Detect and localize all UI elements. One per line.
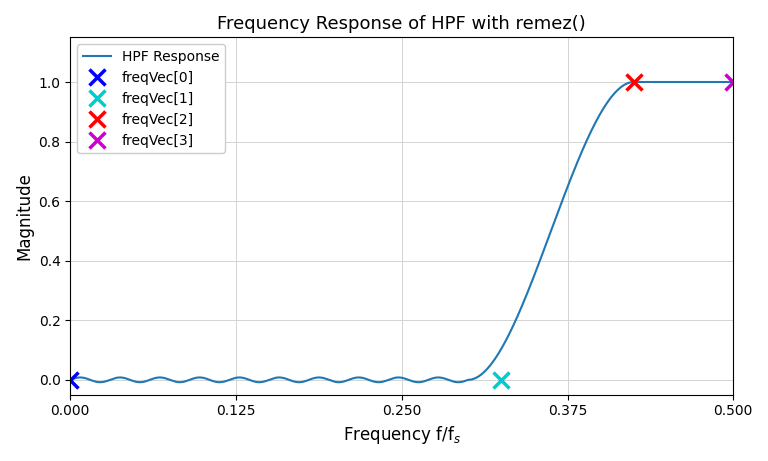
- HPF Response: [342, 378, 351, 384]
- Y-axis label: Magnitude: Magnitude: [15, 172, 33, 260]
- Legend: HPF Response, freqVec[0], freqVec[1], freqVec[2], freqVec[3]: HPF Response, freqVec[0], freqVec[1], fr…: [78, 44, 225, 153]
- HPF Response: [729, 79, 738, 85]
- HPF Response: [629, 79, 638, 85]
- HPF Response: [265, 377, 274, 383]
- HPF Response: [419, 379, 428, 384]
- HPF Response: [66, 377, 75, 383]
- HPF Response: [545, 233, 554, 239]
- Title: Frequency Response of HPF with remez(): Frequency Response of HPF with remez(): [217, 15, 586, 33]
- X-axis label: Frequency f/f$_s$: Frequency f/f$_s$: [343, 424, 461, 446]
- HPF Response: [632, 79, 641, 85]
- HPF Response: [215, 379, 224, 385]
- Line: HPF Response: HPF Response: [71, 82, 733, 382]
- HPF Response: [336, 379, 346, 385]
